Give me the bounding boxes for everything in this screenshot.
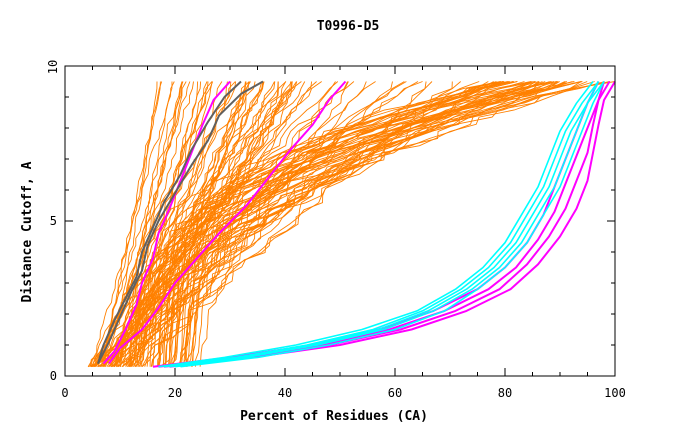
model-curve-106 [186, 81, 540, 367]
model-curve-13 [113, 81, 223, 368]
highlight-series-2 [97, 80, 264, 365]
model-curve-117 [135, 81, 518, 368]
y-tick-label: 10 [46, 60, 60, 74]
highlight-series-12 [180, 81, 605, 368]
model-curve-111 [129, 81, 532, 367]
x-axis-label: Percent of Residues (CA) [240, 409, 428, 424]
model-curve-39 [115, 81, 183, 367]
highlight-series-0 [102, 80, 231, 365]
model-curve-77 [167, 81, 588, 367]
model-curve-56 [125, 81, 339, 367]
model-curve-60 [134, 81, 349, 367]
highlight-series-8 [158, 81, 594, 368]
y-axis-label: Distance Cutoff, A [20, 161, 35, 302]
model-curve-57 [136, 81, 317, 367]
highlight-series-9 [163, 81, 600, 368]
y-tick-label: 5 [50, 214, 57, 228]
model-curve-100 [162, 81, 508, 367]
model-curve-97 [150, 81, 552, 367]
model-curve-113 [122, 81, 582, 367]
highlight-series-5 [158, 81, 605, 368]
chart-title: T0996-D5 [317, 19, 380, 34]
model-curve-118 [114, 81, 514, 367]
model-curve-85 [180, 81, 555, 367]
model-curve-114 [191, 81, 546, 367]
model-curve-119 [144, 81, 461, 367]
x-tick-label: 60 [388, 386, 402, 400]
model-curve-36 [93, 81, 275, 368]
highlight-series-3 [108, 80, 347, 365]
axis-ticks: 0 20 40 60 80 100 0 5 10 [46, 60, 626, 400]
x-tick-label: 20 [168, 386, 182, 400]
model-curve-108 [179, 81, 605, 367]
model-curve-19 [116, 81, 173, 367]
model-curve-65 [136, 81, 322, 367]
highlight-series-11 [174, 81, 600, 368]
model-curve-96 [127, 81, 504, 367]
highlight-series-1 [97, 80, 242, 364]
x-tick-label: 40 [278, 386, 292, 400]
x-tick-label: 0 [61, 386, 68, 400]
highlight-series-7 [169, 80, 616, 368]
model-curve-107 [185, 81, 582, 367]
model-curve-112 [130, 81, 583, 367]
model-curve-25 [93, 81, 228, 367]
highlight-series-layer [97, 80, 616, 368]
model-curve-115 [138, 81, 480, 367]
y-tick-label: 0 [50, 369, 57, 383]
model-curve-40 [101, 81, 161, 367]
highlight-series-10 [169, 81, 605, 368]
x-tick-label: 80 [498, 386, 512, 400]
model-curve-103 [141, 81, 505, 367]
x-tick-label: 100 [604, 386, 626, 400]
model-curve-83 [179, 81, 559, 367]
curves-layer [87, 81, 616, 368]
